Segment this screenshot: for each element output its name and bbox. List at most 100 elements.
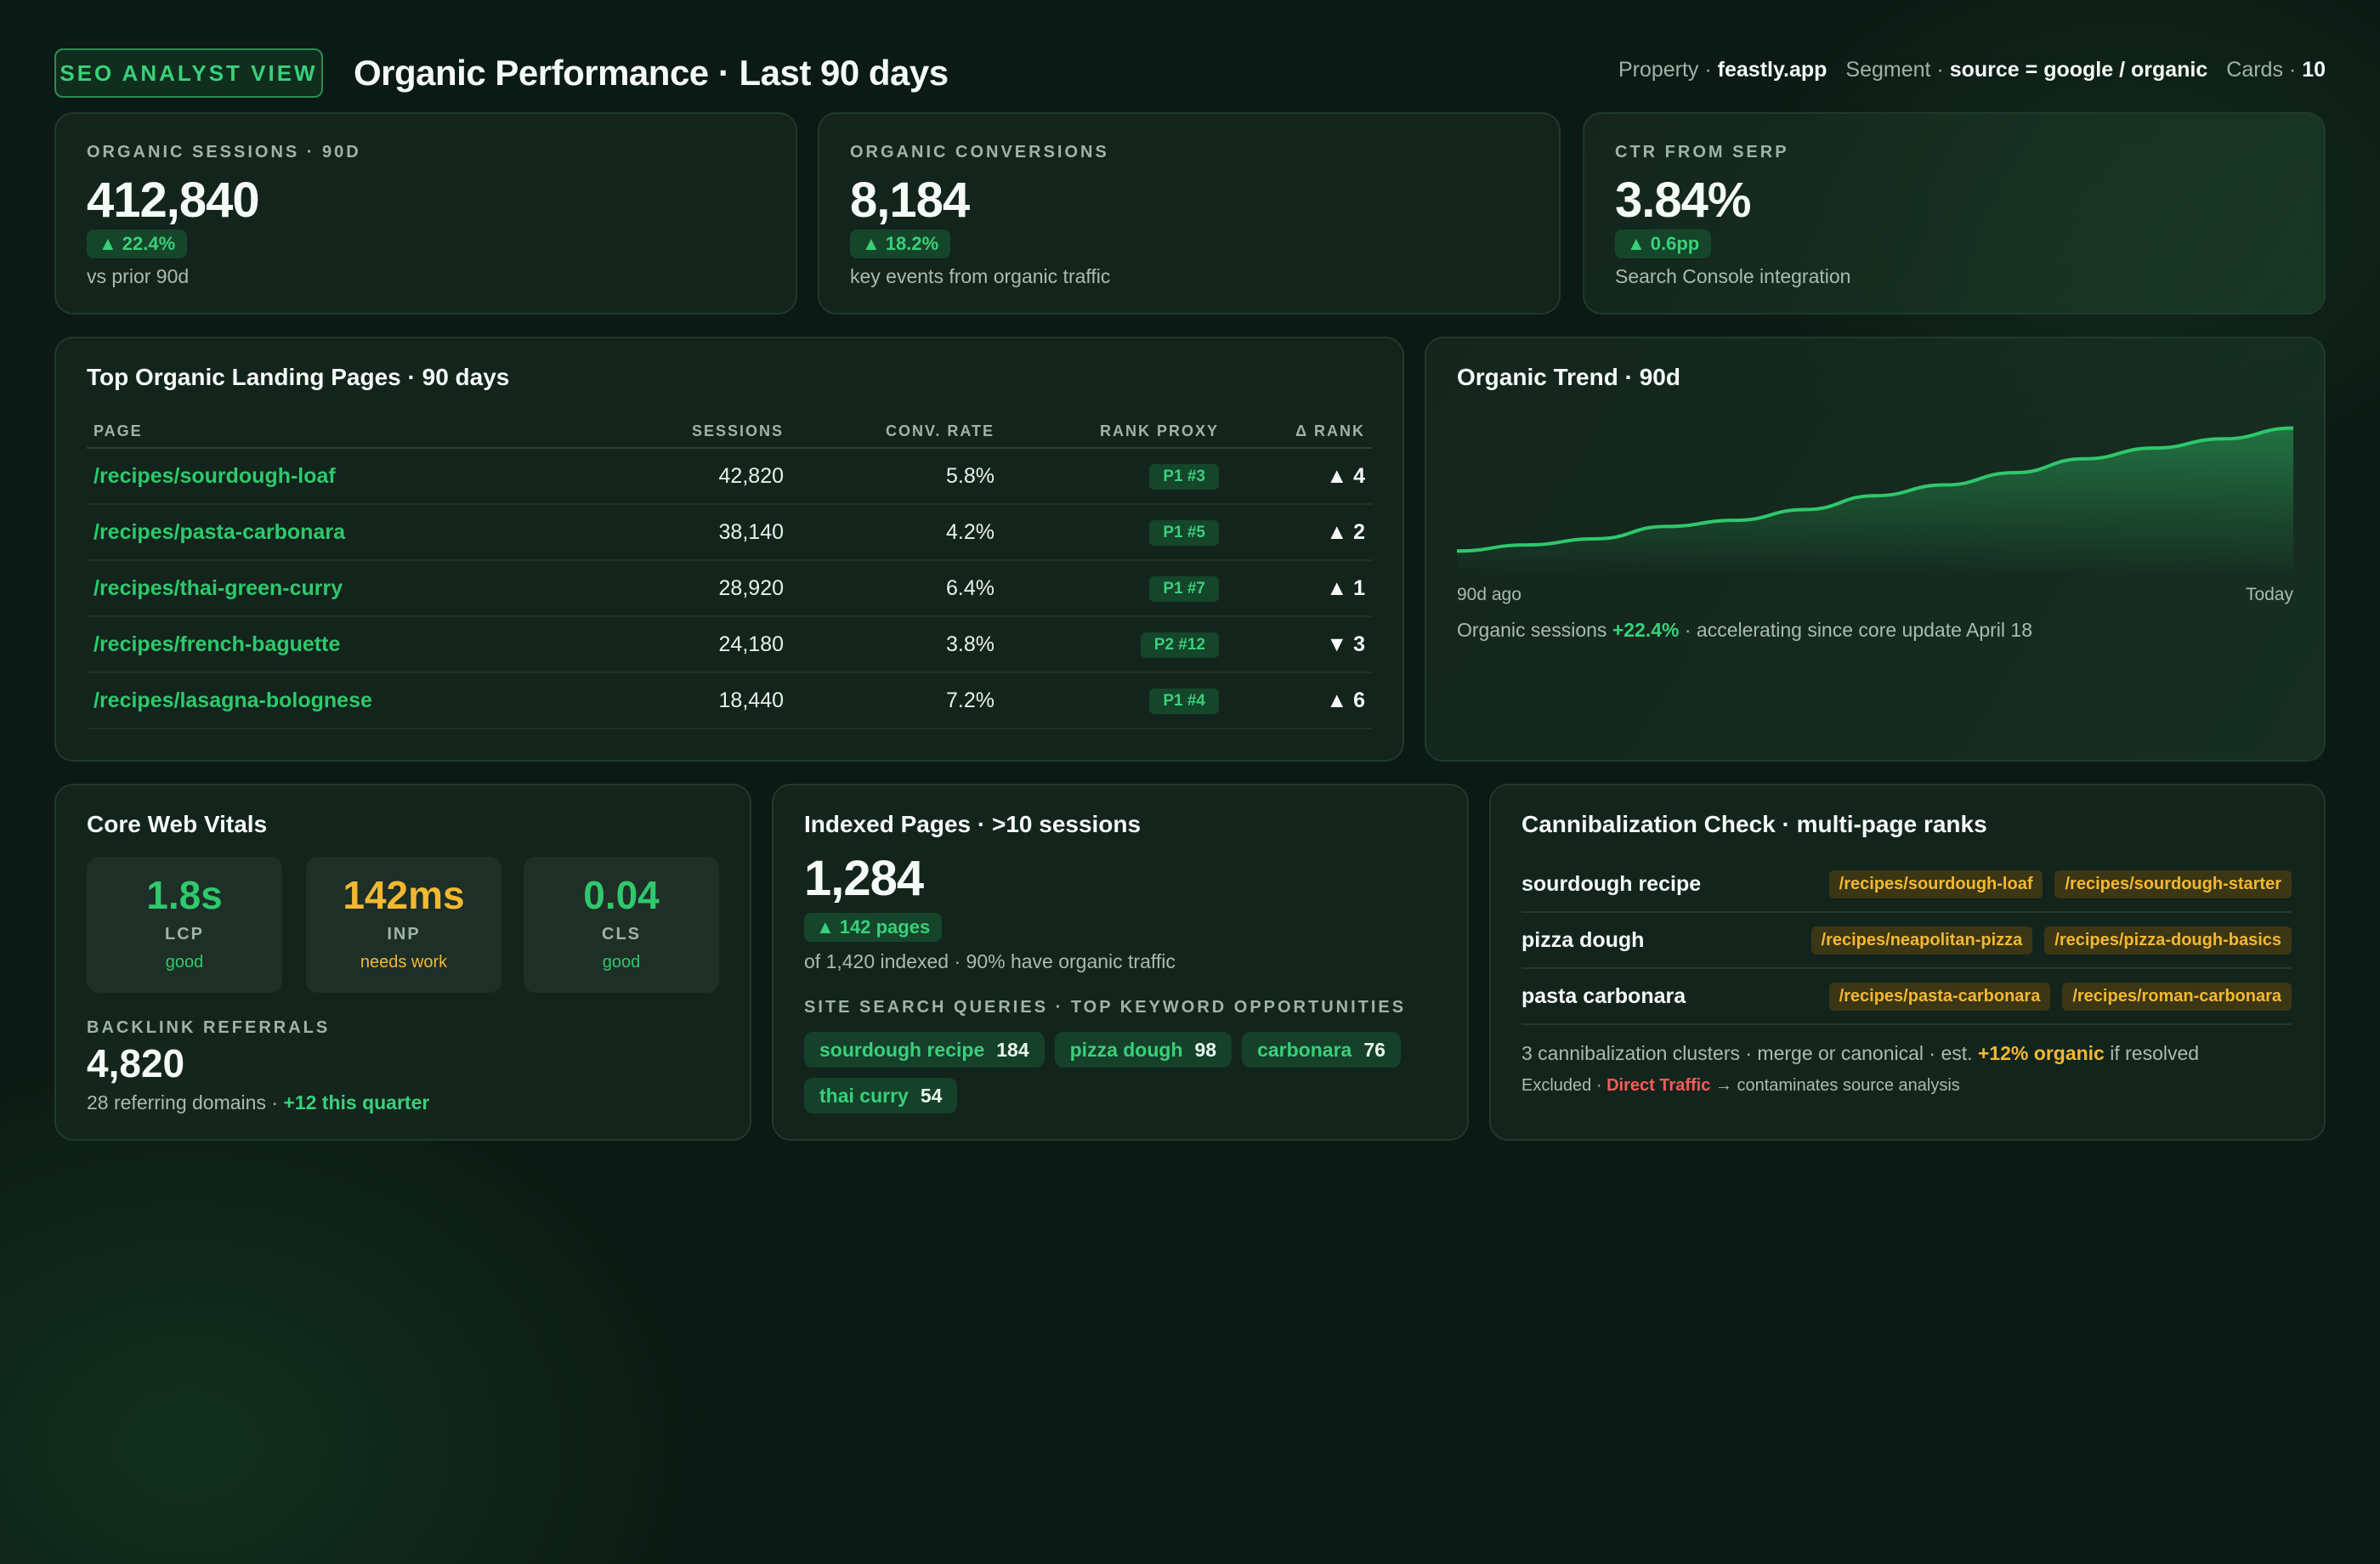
rank-cell: P1 #7	[994, 575, 1219, 602]
kpi-delta-badge: ▲ 22.4%	[87, 230, 188, 258]
table-row[interactable]: /recipes/thai-green-curry 28,920 6.4% P1…	[87, 561, 1372, 617]
keyword-chips: sourdough recipe 184 pizza dough 98 carbon…	[804, 1032, 1433, 1114]
page-link[interactable]: /recipes/pasta-carbonara	[94, 519, 345, 544]
table-row[interactable]: /recipes/sourdough-loaf 42,820 5.8% P1 #…	[87, 449, 1372, 505]
col-conv-rate[interactable]: CONV. RATE	[885, 422, 994, 439]
kpi-subtext: vs prior 90d	[87, 265, 190, 287]
keyword-count: 98	[1194, 1038, 1217, 1061]
x-axis-end-label: Today	[2245, 585, 2293, 604]
trend-note-suffix: · accelerating since core update April 1…	[1679, 619, 2032, 641]
table-row[interactable]: /recipes/pasta-carbonara 38,140 4.2% P1 …	[87, 505, 1372, 561]
rank-cell: P1 #5	[994, 518, 1219, 546]
cwv-name: LCP	[165, 925, 204, 944]
cwv-lcp-tile: 1.8s LCP good	[87, 857, 282, 993]
url-tag[interactable]: /recipes/sourdough-loaf	[1828, 870, 2043, 898]
col-sessions[interactable]: SESSIONS	[691, 422, 784, 439]
property-label: Property ·	[1618, 58, 1712, 82]
summary-highlight: +12% organic	[1977, 1042, 2105, 1064]
backlink-referrals-label: BACKLINK REFERRALS	[87, 1018, 331, 1037]
cannibalization-summary: 3 cannibalization clusters · merge or ca…	[1522, 1042, 2199, 1065]
keyword-chip[interactable]: thai curry 54	[804, 1078, 958, 1114]
keyword-count: 184	[996, 1038, 1029, 1061]
organic-trend-chart	[1457, 426, 2293, 576]
page-link[interactable]: /recipes/french-baguette	[94, 632, 341, 656]
kpi-value: 3.84%	[1615, 173, 1751, 228]
indexed-pages-card: Indexed Pages · >10 sessions 1,284 ▲ 142 …	[772, 784, 1469, 1141]
cannibalization-keyword: sourdough recipe	[1522, 871, 1702, 896]
keyword-chip[interactable]: sourdough recipe 184	[804, 1032, 1045, 1068]
col-page[interactable]: PAGE	[94, 422, 143, 439]
kpi-label: ORGANIC SESSIONS · 90D	[87, 143, 361, 162]
table-row[interactable]: /recipes/french-baguette 24,180 3.8% P2 …	[87, 617, 1372, 673]
url-tag[interactable]: /recipes/sourdough-starter	[2054, 870, 2292, 898]
cwv-name: INP	[387, 925, 421, 944]
page-link[interactable]: /recipes/thai-green-curry	[94, 575, 343, 600]
backlink-referrals-sub: 28 referring domains · +12 this quarter	[87, 1091, 429, 1114]
rank-pill: P1 #4	[1149, 688, 1219, 714]
cwv-cls-tile: 0.04 CLS good	[524, 857, 719, 993]
col-rank-proxy[interactable]: RANK PROXY	[1099, 422, 1219, 439]
kpi-delta-value: 0.6pp	[1650, 233, 1700, 254]
table-row[interactable]: /recipes/lasagna-bolognese 18,440 7.2% P…	[87, 673, 1372, 729]
indexed-pages-sub: of 1,420 indexed · 90% have organic traf…	[804, 950, 1176, 972]
rank-direction-icon: ▼	[1326, 632, 1348, 656]
page-link[interactable]: /recipes/sourdough-loaf	[94, 463, 336, 488]
keyword-chip[interactable]: carbonara 76	[1242, 1032, 1401, 1068]
keyword-count: 54	[920, 1084, 943, 1107]
conv-rate-cell: 5.8%	[946, 463, 994, 488]
rank-pill: P1 #7	[1149, 576, 1219, 602]
excluded-suffix: → contaminates source analysis	[1710, 1076, 1960, 1095]
col-delta-rank[interactable]: Δ RANK	[1295, 422, 1365, 439]
rank-direction-icon: ▲	[1326, 688, 1348, 712]
sessions-cell: 38,140	[718, 519, 784, 544]
sessions-cell: 24,180	[718, 632, 784, 656]
header-meta: Property · feastly.app Segment · source …	[1618, 54, 2326, 85]
page-link[interactable]: /recipes/lasagna-bolognese	[94, 688, 372, 712]
rank-direction-icon: ▲	[1326, 463, 1348, 488]
seo-analyst-view-badge[interactable]: SEO ANALYST VIEW	[54, 48, 323, 98]
delta-rank-value: 6	[1353, 688, 1365, 712]
landing-pages-title: Top Organic Landing Pages · 90 days	[87, 364, 510, 390]
url-tag[interactable]: /recipes/pizza-dough-basics	[2044, 926, 2292, 955]
kpi-card-organic-sessions: ORGANIC SESSIONS · 90D 412,840 ▲ 22.4% vs…	[54, 112, 797, 314]
delta-rank-value: 2	[1353, 519, 1365, 544]
cards-value: 10	[2302, 58, 2326, 82]
kpi-delta-badge: ▲ 18.2%	[850, 230, 951, 258]
kpi-value: 8,184	[850, 173, 970, 228]
kpi-delta-value: 22.4%	[122, 233, 176, 254]
delta-rank-cell: ▼ 3	[1219, 632, 1372, 657]
kpi-card-organic-conversions: ORGANIC CONVERSIONS 8,184 ▲ 18.2% key eve…	[818, 112, 1561, 314]
keyword-term: pizza dough	[1069, 1038, 1183, 1061]
delta-rank-cell: ▲ 1	[1219, 576, 1372, 601]
up-arrow-icon: ▲	[816, 916, 835, 938]
segment-value: source = google / organic	[1949, 58, 2208, 82]
excluded-note: Excluded · Direct Traffic → contaminates…	[1522, 1076, 1960, 1096]
cwv-status: needs work	[360, 953, 448, 972]
excluded-highlight: Direct Traffic	[1606, 1076, 1711, 1095]
rank-cell: P2 #12	[994, 631, 1219, 658]
indexed-pages-title: Indexed Pages · >10 sessions	[804, 811, 1142, 837]
trend-note-prefix: Organic sessions	[1457, 619, 1612, 641]
delta-rank-value: 1	[1353, 575, 1365, 600]
delta-rank-value: 3	[1353, 632, 1365, 656]
landing-pages-table: PAGE SESSIONS CONV. RATE RANK PROXY Δ RA…	[87, 415, 1372, 729]
rank-cell: P1 #4	[994, 687, 1219, 714]
rank-direction-icon: ▲	[1326, 575, 1348, 600]
conv-rate-cell: 3.8%	[946, 632, 994, 656]
x-axis-start-label: 90d ago	[1457, 585, 1522, 604]
kpi-label: CTR FROM SERP	[1615, 143, 1789, 162]
cwv-name: CLS	[602, 925, 641, 944]
keyword-chip[interactable]: pizza dough 98	[1054, 1032, 1232, 1068]
url-tag[interactable]: /recipes/roman-carbonara	[2062, 982, 2292, 1011]
summary-prefix: 3 cannibalization clusters · merge or ca…	[1522, 1042, 1978, 1064]
summary-suffix: if resolved	[2104, 1042, 2200, 1064]
url-tag[interactable]: /recipes/pasta-carbonara	[1828, 982, 2051, 1011]
cannibalization-keyword: pasta carbonara	[1522, 983, 1686, 1008]
conv-rate-cell: 6.4%	[946, 575, 994, 600]
kpi-subtext: key events from organic traffic	[850, 265, 1111, 287]
cwv-status: good	[602, 953, 641, 972]
cannibalization-urls: /recipes/sourdough-loaf /recipes/sourdou…	[1828, 870, 2292, 898]
cwv-value: 142ms	[343, 873, 465, 917]
url-tag[interactable]: /recipes/neapolitan-pizza	[1810, 926, 2033, 955]
trend-line	[1457, 426, 2293, 553]
